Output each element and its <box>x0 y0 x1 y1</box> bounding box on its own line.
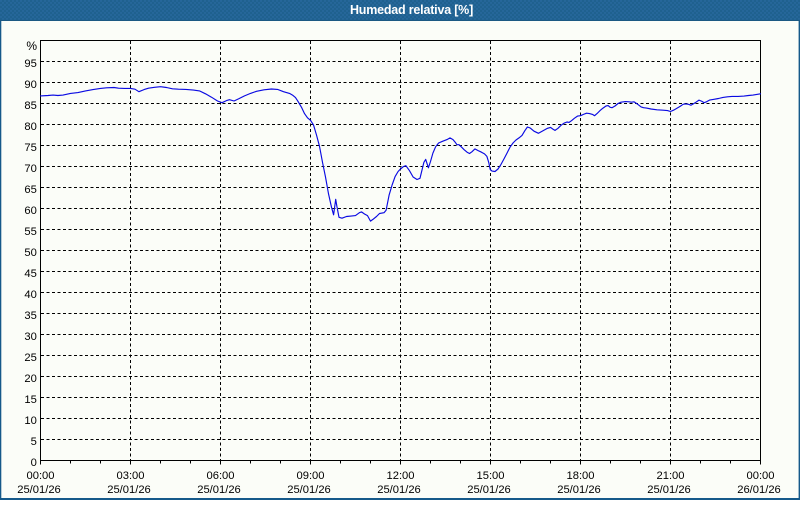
svg-text:65: 65 <box>24 184 36 196</box>
svg-text:75: 75 <box>24 142 36 154</box>
svg-text:10: 10 <box>24 415 36 427</box>
svg-text:20: 20 <box>24 373 36 385</box>
svg-text:45: 45 <box>24 268 36 280</box>
svg-text:50: 50 <box>24 247 36 259</box>
svg-text:%: % <box>26 39 37 53</box>
svg-text:60: 60 <box>24 205 36 217</box>
svg-text:95: 95 <box>24 58 36 70</box>
svg-text:80: 80 <box>24 121 36 133</box>
svg-text:25: 25 <box>24 352 36 364</box>
svg-text:70: 70 <box>24 163 36 175</box>
svg-text:25/01/26: 25/01/26 <box>287 484 331 496</box>
svg-text:35: 35 <box>24 310 36 322</box>
svg-text:25/01/26: 25/01/26 <box>467 484 511 496</box>
svg-text:25/01/26: 25/01/26 <box>377 484 421 496</box>
svg-text:15: 15 <box>24 394 36 406</box>
svg-text:26/01/26: 26/01/26 <box>737 484 781 496</box>
svg-text:12:00: 12:00 <box>387 470 415 482</box>
svg-text:21:00: 21:00 <box>657 470 685 482</box>
svg-text:30: 30 <box>24 331 36 343</box>
svg-text:15:00: 15:00 <box>477 470 505 482</box>
svg-text:85: 85 <box>24 100 36 112</box>
svg-text:25/01/26: 25/01/26 <box>197 484 241 496</box>
svg-text:0: 0 <box>31 457 37 469</box>
svg-text:55: 55 <box>24 226 36 238</box>
svg-text:09:00: 09:00 <box>297 470 325 482</box>
svg-text:Humedad relativa [%]: Humedad relativa [%] <box>350 3 473 17</box>
svg-text:25/01/26: 25/01/26 <box>557 484 601 496</box>
svg-text:25/01/26: 25/01/26 <box>17 484 61 496</box>
svg-text:18:00: 18:00 <box>567 470 595 482</box>
svg-text:5: 5 <box>31 436 37 448</box>
svg-text:25/01/26: 25/01/26 <box>647 484 691 496</box>
svg-text:40: 40 <box>24 289 36 301</box>
svg-text:25/01/26: 25/01/26 <box>107 484 151 496</box>
svg-text:06:00: 06:00 <box>207 470 235 482</box>
svg-text:00:00: 00:00 <box>747 470 775 482</box>
svg-text:03:00: 03:00 <box>117 470 145 482</box>
svg-text:00:00: 00:00 <box>27 470 55 482</box>
svg-text:90: 90 <box>24 79 36 91</box>
